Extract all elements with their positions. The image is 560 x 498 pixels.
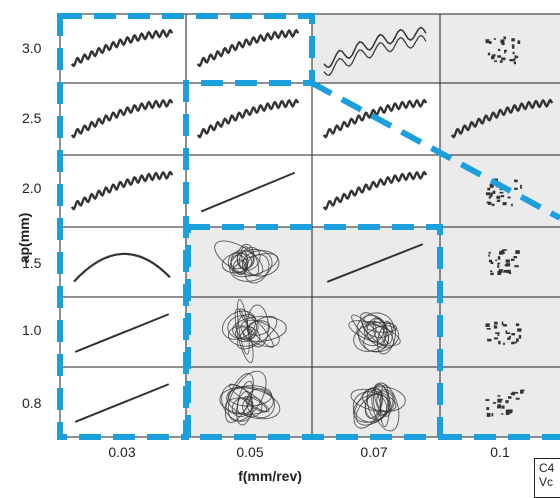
chip-long-helical (322, 170, 428, 211)
grid-cell (440, 227, 560, 297)
y-tick-label: 0.8 (22, 395, 42, 411)
x-axis-title: f(mm/rev) (238, 468, 302, 484)
y-tick-label: 3.0 (22, 40, 42, 56)
chip-fragmented (485, 36, 521, 65)
y-tick-label: 2.5 (22, 110, 42, 126)
x-tick-label: 0.1 (490, 444, 510, 460)
grid-cell (60, 14, 186, 83)
chip-straight-ribbon (327, 243, 423, 283)
chip-fragmented (488, 249, 520, 276)
grid-cell (186, 14, 312, 83)
chip-long-helical (196, 98, 300, 139)
grid-cell (440, 297, 560, 367)
chip-long-helical (70, 170, 174, 211)
x-tick-label: 0.05 (236, 444, 264, 460)
region-boundary-dashed (57, 13, 315, 440)
chip-snarled (214, 240, 280, 284)
chip-snarled (350, 382, 406, 432)
corner-note: C4 Vc (534, 458, 560, 498)
grid-cell (312, 155, 440, 227)
grid-cell (186, 83, 312, 155)
grid-cell (440, 14, 560, 83)
region-boundary-dashed (310, 80, 560, 221)
y-tick-label: 1.0 (22, 322, 42, 338)
grid-cell (440, 155, 560, 227)
x-tick-label: 0.03 (108, 444, 136, 460)
chip-straight-ribbon (75, 313, 169, 353)
chip-straight-ribbon (75, 383, 169, 423)
chip-fragmented (485, 321, 522, 345)
x-tick-label: 0.07 (360, 444, 388, 460)
chip-snarled (221, 299, 287, 364)
grid-cell (60, 83, 186, 155)
chip-fragmented (485, 389, 525, 417)
chip-long-helical (322, 98, 428, 139)
y-axis-title: ap(mm) (16, 212, 32, 264)
grid-cell (60, 227, 186, 297)
chip-long-helical (70, 28, 174, 68)
grid-cell (186, 227, 312, 297)
chip-long-helical (70, 98, 174, 139)
chip-long-helical (196, 28, 300, 68)
chip-arc-ribbon (73, 252, 171, 283)
y-tick-label: 1.5 (22, 255, 42, 271)
chip-straight-ribbon (201, 172, 295, 213)
chip-long-helical (450, 98, 554, 139)
chip-snarled (219, 370, 281, 426)
chip-morphology-grid (57, 13, 560, 440)
y-tick-label: 2.0 (22, 180, 42, 196)
chip-short-helical (323, 26, 427, 76)
chip-snarled (348, 312, 401, 355)
grid-cell (440, 83, 560, 155)
grid-cell (60, 155, 186, 227)
